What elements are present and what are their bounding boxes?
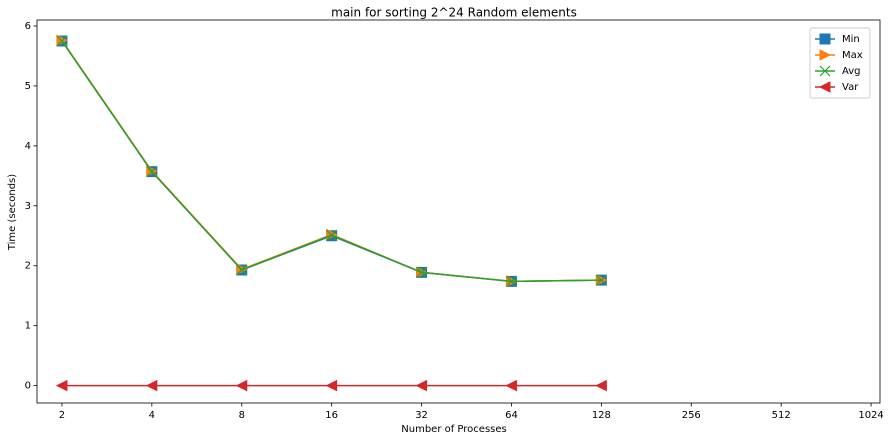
point-marker [55, 379, 68, 392]
y-axis-label: Time (seconds) [7, 174, 18, 251]
x-tick-label: 4 [149, 410, 155, 421]
x-tick-label: 2 [59, 410, 65, 421]
point-marker [595, 274, 607, 286]
x-tick-label: 128 [592, 410, 611, 421]
point-marker [56, 35, 68, 47]
series-line [61, 40, 602, 283]
legend: Min Max Avg Var [809, 27, 871, 99]
series [56, 35, 607, 287]
series-line [61, 39, 602, 283]
legend-label: Avg [842, 66, 861, 77]
x-tick-label: 64 [505, 410, 518, 421]
y-tick-label: 5 [25, 81, 31, 92]
x-axis-label: Number of Processes [401, 424, 506, 435]
y-tick-label: 0 [25, 381, 31, 392]
point-marker [145, 379, 158, 392]
point-marker [819, 33, 831, 45]
series-line [61, 40, 602, 283]
y-tick-label: 3 [25, 201, 31, 212]
point-marker [506, 275, 517, 287]
legend-label: Min [842, 34, 860, 45]
legend-label: Var [842, 82, 859, 93]
x-tick-label: 512 [772, 410, 791, 421]
point-marker [416, 266, 427, 278]
point-marker [505, 379, 517, 392]
plot-frame [36, 19, 881, 404]
x-tick-label: 8 [239, 410, 245, 421]
y-tick-label: 2 [25, 261, 31, 272]
legend-box [809, 27, 871, 99]
point-marker [235, 379, 248, 392]
x-tick-label: 32 [415, 410, 428, 421]
point-marker [415, 379, 428, 392]
point-marker [326, 229, 338, 241]
point-marker [236, 264, 248, 276]
point-marker [819, 49, 832, 61]
y-tick-label: 6 [25, 21, 31, 32]
legend-label: Max [842, 50, 863, 61]
point-marker [818, 81, 831, 93]
point-marker [595, 379, 607, 392]
y-tick-label: 1 [25, 321, 31, 332]
x-tick-label: 256 [682, 410, 701, 421]
series [56, 35, 607, 287]
point-marker [819, 65, 831, 77]
x-tick-label: 1024 [858, 410, 883, 421]
point-marker [146, 166, 158, 178]
x-tick-label: 16 [325, 410, 338, 421]
series [56, 34, 608, 288]
point-marker [325, 379, 338, 392]
chart-title: main for sorting 2^24 Random elements [331, 6, 577, 20]
series [55, 379, 607, 392]
y-tick-label: 4 [25, 141, 31, 152]
